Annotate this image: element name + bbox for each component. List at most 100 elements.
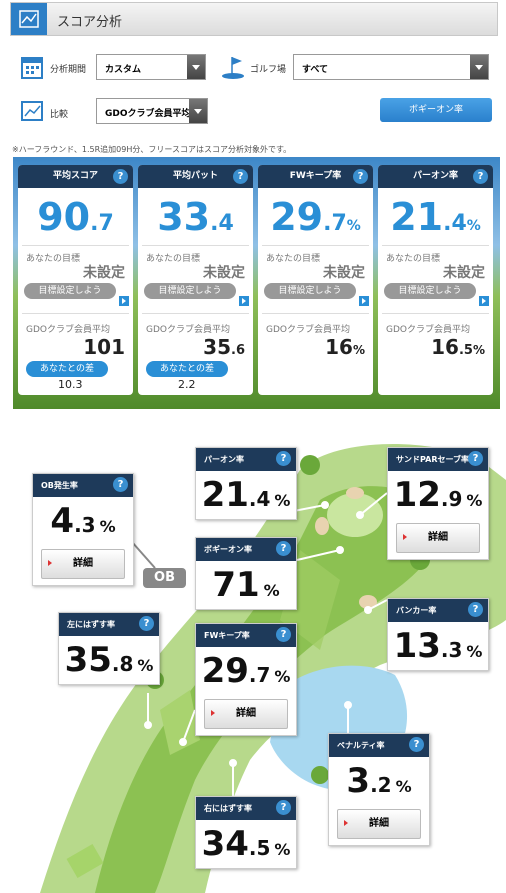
help-icon[interactable]: ? xyxy=(139,616,154,631)
stat-value: 71% xyxy=(196,561,296,609)
stat-header: パーオン率? xyxy=(196,448,296,471)
goal-arrow[interactable] xyxy=(359,296,369,306)
summary-card: FWキープ率? 29.7% あなたの目標 未設定 目標設定しよう GDOクラブ会員平均 16… xyxy=(258,165,373,395)
value-dec: .4 xyxy=(443,211,467,236)
goal-arrow[interactable] xyxy=(239,296,249,306)
goal-button[interactable]: 目標設定しよう xyxy=(264,283,356,299)
avg-value: 101 xyxy=(83,335,125,359)
separator xyxy=(142,313,249,314)
header-icon xyxy=(11,3,47,35)
period-select[interactable]: カスタム xyxy=(96,54,206,80)
stat-value: 21.4% xyxy=(196,471,296,519)
stat-value: 34.5% xyxy=(196,820,296,868)
goal-label: あなたの目標 xyxy=(26,254,81,264)
goal-value: 未設定 xyxy=(203,265,245,281)
stat-title: パーオン率 xyxy=(204,455,244,464)
value-int: 90 xyxy=(37,195,91,239)
value-dec: .3 xyxy=(440,638,463,662)
course-select[interactable]: すべて xyxy=(293,54,489,80)
button-label: ボギーオン率 xyxy=(408,105,463,115)
stat-value: 12.9% xyxy=(388,471,488,519)
detail-button[interactable]: 詳細 xyxy=(396,523,480,553)
summary-card: 平均パット? 33.4 あなたの目標 未設定 目標設定しよう GDOクラブ会員平均 35.6… xyxy=(138,165,253,395)
value-unit: % xyxy=(274,667,291,686)
period-value: カスタム xyxy=(105,65,142,75)
value-int: 21 xyxy=(390,195,444,239)
goal-arrow[interactable] xyxy=(479,296,489,306)
help-icon[interactable]: ? xyxy=(473,169,488,184)
goal-button[interactable]: 目標設定しよう xyxy=(24,283,116,299)
separator xyxy=(22,313,129,314)
avg-int: 16 xyxy=(431,335,459,359)
help-icon[interactable]: ? xyxy=(468,602,483,617)
value-int: 13 xyxy=(393,626,441,666)
compare-select[interactable]: GDOクラブ会員平均 xyxy=(96,98,208,124)
compare-value: GDOクラブ会員平均 xyxy=(105,109,191,119)
help-icon[interactable]: ? xyxy=(409,737,424,752)
avg-int: 101 xyxy=(83,335,125,359)
stat-header: 左にはずす率? xyxy=(59,613,159,636)
goal-button[interactable]: 目標設定しよう xyxy=(144,283,236,299)
stat-value: 4.3% xyxy=(33,497,133,545)
goal-arrow[interactable] xyxy=(119,296,129,306)
separator xyxy=(142,245,249,246)
card-title: 平均スコア xyxy=(52,171,98,181)
help-icon[interactable]: ? xyxy=(276,451,291,466)
bogey-on-button[interactable]: ボギーオン率 xyxy=(380,98,492,122)
stat-header: ペナルティ率? xyxy=(329,734,429,757)
value-dec: .9 xyxy=(440,487,463,511)
separator xyxy=(262,245,369,246)
goal-button[interactable]: 目標設定しよう xyxy=(384,283,476,299)
separator xyxy=(22,245,129,246)
avg-int: 16 xyxy=(325,335,353,359)
stat-title: サンドPARセーブ率 xyxy=(396,455,469,464)
value-int: 33 xyxy=(157,195,211,239)
value-int: 29 xyxy=(201,651,249,691)
help-icon[interactable]: ? xyxy=(276,541,291,556)
stat-card: OB発生率? 4.3% 詳細 xyxy=(32,473,134,586)
value-int: 35 xyxy=(64,640,112,680)
stat-title: ペナルティ率 xyxy=(337,741,385,750)
stat-card: バンカー率? 13.3% xyxy=(387,598,489,671)
avg-value: 35.6 xyxy=(203,335,245,359)
help-icon[interactable]: ? xyxy=(113,477,128,492)
help-icon[interactable]: ? xyxy=(276,627,291,642)
avg-dec: .5 xyxy=(458,343,473,358)
value-int: 21 xyxy=(201,475,249,515)
value-unit: % xyxy=(346,218,361,234)
value-unit: % xyxy=(99,517,116,536)
help-icon[interactable]: ? xyxy=(113,169,128,184)
value-dec: .2 xyxy=(370,773,392,797)
value-int: 12 xyxy=(393,475,441,515)
detail-button[interactable]: 詳細 xyxy=(337,809,421,839)
note: ※ハーフラウンド、1.5R追加09H分、フリースコアはスコア分析対象外です。 xyxy=(12,145,292,154)
value-dec: .7 xyxy=(248,663,271,687)
card-value: 21.4% xyxy=(378,195,493,239)
detail-button[interactable]: 詳細 xyxy=(41,549,125,579)
stat-card: 右にはずす率? 34.5% xyxy=(195,796,297,869)
help-icon[interactable]: ? xyxy=(233,169,248,184)
help-icon[interactable]: ? xyxy=(468,451,483,466)
stat-card: FWキープ率? 29.7% 詳細 xyxy=(195,623,297,736)
stat-header: ボギーオン率? xyxy=(196,538,296,561)
value-unit: % xyxy=(274,491,291,510)
detail-button[interactable]: 詳細 xyxy=(204,699,288,729)
goal-label: あなたの目標 xyxy=(146,254,201,264)
card-value: 33.4 xyxy=(138,195,253,239)
help-icon[interactable]: ? xyxy=(353,169,368,184)
card-title: 平均パット xyxy=(172,171,218,181)
goal-value: 未設定 xyxy=(323,265,365,281)
stat-header: バンカー率? xyxy=(388,599,488,622)
help-icon[interactable]: ? xyxy=(276,800,291,815)
card-header: 平均スコア? xyxy=(18,165,133,188)
ob-marker: OB xyxy=(143,568,186,588)
stat-value: 3.2% xyxy=(329,757,429,805)
separator xyxy=(382,313,489,314)
diff-label: あなたとの差 xyxy=(26,361,108,377)
value-unit: % xyxy=(263,581,280,600)
value-int: 29 xyxy=(270,195,324,239)
diff-value: 10.3 xyxy=(58,378,83,391)
stat-title: 左にはずす率 xyxy=(67,620,115,629)
value-unit: % xyxy=(137,656,154,675)
stat-title: ボギーオン率 xyxy=(204,545,252,554)
